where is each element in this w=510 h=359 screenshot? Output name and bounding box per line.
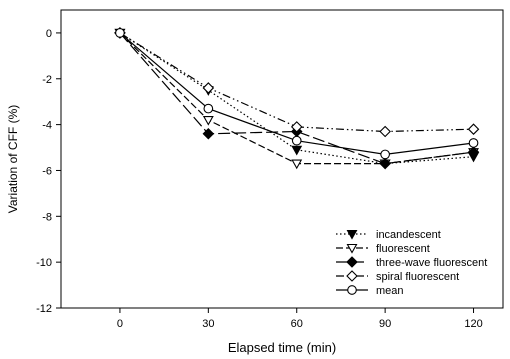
legend-label: mean <box>376 285 404 297</box>
legend-entry: spiral fluorescent <box>336 270 459 283</box>
y-tick-label: -12 <box>36 303 52 315</box>
x-axis: 0 30 60 90 120 <box>117 308 483 330</box>
y-tick-label: -8 <box>42 211 52 223</box>
y-axis-label: Variation of CFF (%) <box>6 105 20 213</box>
series-spiral-fluorescent <box>114 27 480 138</box>
data-point <box>202 115 214 126</box>
y-tick-label: -6 <box>42 165 52 177</box>
data-point <box>379 157 391 170</box>
data-point <box>291 135 302 146</box>
legend-entry: incandescent <box>336 229 441 241</box>
data-point <box>115 28 125 38</box>
legend: incandescent fluorescent three-wave fluore… <box>336 229 487 297</box>
data-point <box>467 123 480 135</box>
legend-entry: three-wave fluorescent <box>336 256 487 269</box>
data-point <box>291 145 303 156</box>
data-point <box>203 103 214 114</box>
legend-entry: fluorescent <box>336 243 430 255</box>
legend-label: three-wave fluorescent <box>376 257 487 269</box>
y-axis: 0 -2 -4 -6 -8 -10 -12 <box>36 28 61 315</box>
data-point <box>202 82 215 94</box>
legend-label: fluorescent <box>376 243 430 255</box>
data-point <box>290 121 303 133</box>
y-tick-label: 0 <box>46 28 52 40</box>
legend-label: spiral fluorescent <box>376 271 459 283</box>
x-tick-label: 30 <box>202 318 214 330</box>
legend-marker <box>346 243 358 254</box>
data-point <box>468 138 479 148</box>
data-point <box>380 149 390 160</box>
series-line <box>119 32 474 165</box>
legend-marker <box>346 270 358 282</box>
x-tick-label: 60 <box>291 318 303 330</box>
x-tick-label: 90 <box>379 318 391 330</box>
data-point <box>202 128 215 140</box>
plot-frame <box>60 9 504 309</box>
y-tick-label: -2 <box>42 74 52 86</box>
series-mean <box>115 28 479 160</box>
legend-entry: mean <box>336 285 404 297</box>
x-tick-label: 0 <box>117 318 123 330</box>
legend-label: incandescent <box>376 229 441 241</box>
legend-marker <box>346 229 358 240</box>
data-point <box>379 125 391 138</box>
y-tick-label: -4 <box>42 120 52 132</box>
data-point <box>467 146 480 158</box>
data-point <box>291 159 303 170</box>
legend-marker <box>346 256 358 268</box>
series-line <box>119 32 474 133</box>
y-tick-label: -10 <box>36 257 52 269</box>
x-tick-label: 120 <box>464 318 482 330</box>
series-layer <box>114 27 480 170</box>
legend-marker <box>347 285 357 295</box>
series-incandescent <box>114 28 479 170</box>
x-axis-label: Elapsed time (min) <box>228 340 336 355</box>
